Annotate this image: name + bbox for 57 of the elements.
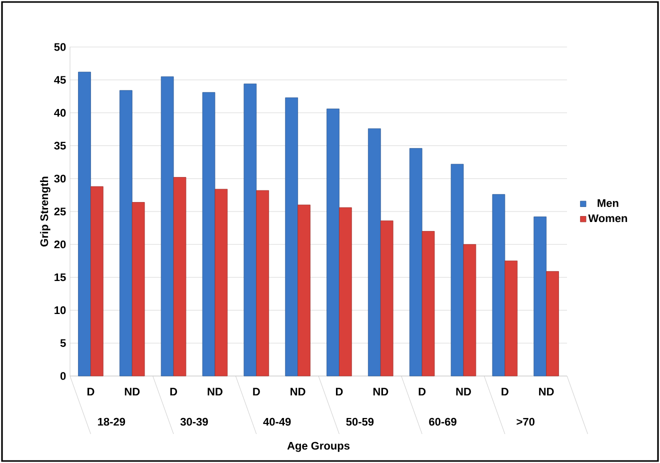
x-tick-label: ND (539, 388, 554, 396)
y-tick-label: 10 (54, 306, 66, 314)
bar (173, 177, 186, 376)
x-tick-label: D (253, 388, 260, 396)
y-tick-label: 5 (60, 339, 66, 347)
y-tick-label: 50 (54, 43, 66, 51)
y-tick-label: 15 (54, 273, 66, 282)
bar (409, 148, 422, 376)
x-tick-label: ND (373, 388, 388, 396)
bar (285, 97, 298, 376)
x-tick-label: D (502, 388, 508, 396)
y-tick-label: 25 (54, 208, 66, 216)
y-tick-label: 0 (60, 372, 66, 380)
bar (256, 190, 270, 376)
x-tick-label: D (170, 388, 178, 396)
bar (492, 194, 506, 376)
bar (463, 244, 476, 376)
bar (90, 186, 104, 376)
bar (120, 90, 132, 376)
text: 60-69 (429, 418, 456, 426)
legend-label: Women (588, 214, 628, 222)
bar (546, 271, 559, 376)
text: 40-49 (263, 418, 291, 426)
x-axis-title: Age Groups (287, 442, 350, 452)
bar (534, 216, 546, 376)
x-tick-label: D (336, 388, 343, 396)
bar (78, 72, 91, 376)
x-tick-label: D (418, 388, 426, 396)
bar (339, 207, 352, 376)
bar (244, 84, 257, 376)
x-tick-label: D (87, 388, 94, 396)
x-tick-label: ND (124, 388, 140, 396)
y-tick-label: 30 (54, 174, 66, 183)
y-tick-label: 20 (54, 240, 66, 248)
bar (214, 188, 228, 376)
bar (368, 128, 381, 376)
legend-label: Men (598, 199, 618, 207)
bar (504, 260, 518, 376)
text: 50-59 (346, 418, 374, 426)
x-tick-label: ND (290, 388, 306, 396)
y-tick-label: 45 (54, 76, 66, 84)
text: 30-39 (180, 418, 208, 426)
y-axis-title: Grip Strength (40, 176, 50, 246)
x-tick-label: ND (208, 388, 222, 396)
y-tick-label: 35 (54, 142, 66, 150)
bar (132, 202, 145, 376)
bar (380, 220, 394, 376)
bar (160, 76, 174, 376)
text: 18-29 (98, 418, 126, 426)
bar (450, 164, 464, 376)
x-tick-label: ND (456, 388, 471, 396)
bar (326, 108, 340, 376)
bar (298, 204, 310, 376)
bar (422, 231, 435, 376)
bar (202, 92, 216, 376)
y-tick-label: 40 (54, 108, 66, 117)
text: >70 (516, 418, 534, 426)
